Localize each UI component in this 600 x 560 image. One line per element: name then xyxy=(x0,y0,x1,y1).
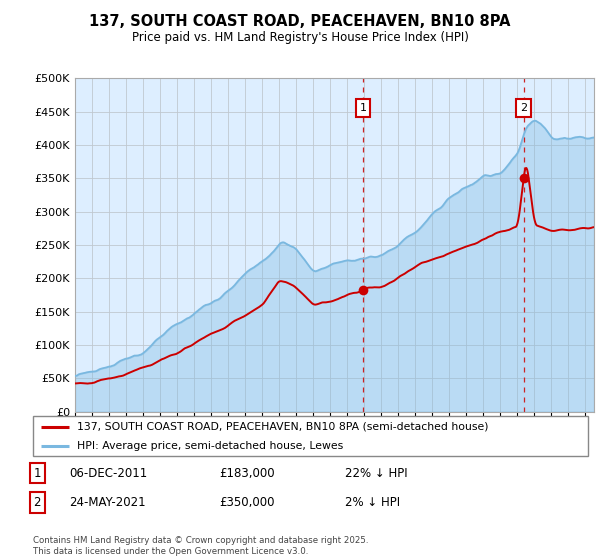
FancyBboxPatch shape xyxy=(33,416,588,456)
Text: 24-MAY-2021: 24-MAY-2021 xyxy=(69,496,146,509)
Text: £350,000: £350,000 xyxy=(219,496,275,509)
Text: 137, SOUTH COAST ROAD, PEACEHAVEN, BN10 8PA: 137, SOUTH COAST ROAD, PEACEHAVEN, BN10 … xyxy=(89,14,511,29)
Text: 2: 2 xyxy=(34,496,41,509)
Text: 137, SOUTH COAST ROAD, PEACEHAVEN, BN10 8PA (semi-detached house): 137, SOUTH COAST ROAD, PEACEHAVEN, BN10 … xyxy=(77,422,489,432)
Text: 06-DEC-2011: 06-DEC-2011 xyxy=(69,466,147,480)
Text: HPI: Average price, semi-detached house, Lewes: HPI: Average price, semi-detached house,… xyxy=(77,441,344,451)
Text: 1: 1 xyxy=(359,104,367,113)
Text: £183,000: £183,000 xyxy=(219,466,275,480)
Text: 2: 2 xyxy=(520,104,527,113)
Text: Price paid vs. HM Land Registry's House Price Index (HPI): Price paid vs. HM Land Registry's House … xyxy=(131,31,469,44)
Text: 2% ↓ HPI: 2% ↓ HPI xyxy=(345,496,400,509)
Text: Contains HM Land Registry data © Crown copyright and database right 2025.
This d: Contains HM Land Registry data © Crown c… xyxy=(33,536,368,556)
Text: 1: 1 xyxy=(34,466,41,480)
Text: 22% ↓ HPI: 22% ↓ HPI xyxy=(345,466,407,480)
